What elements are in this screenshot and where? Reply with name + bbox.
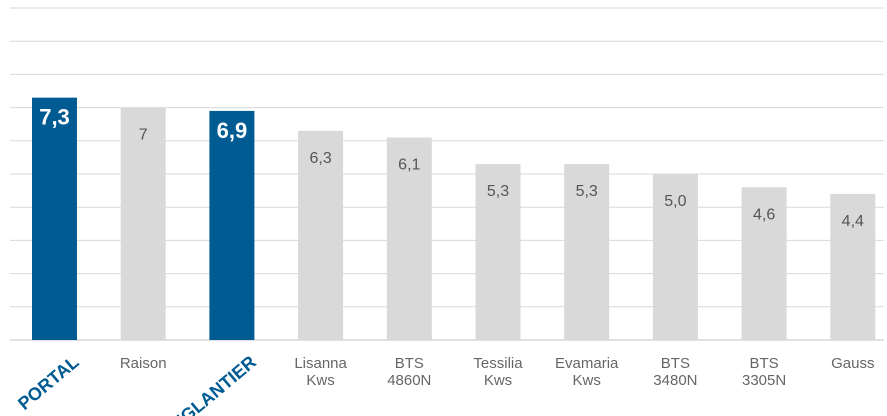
value-label-bts-3480n: 5,0 <box>664 193 686 210</box>
category-label-gauss: Gauss <box>831 355 874 372</box>
value-label-tessilia-kws: 5,3 <box>487 183 509 200</box>
bar-raison <box>120 107 166 340</box>
category-label-bts-4860n: BTS 4860N <box>387 355 431 389</box>
category-label-lisanna-kws: Lisanna Kws <box>294 355 347 389</box>
category-label-evamaria-kws: Evamaria Kws <box>555 355 619 389</box>
bar-tessilia-kws <box>475 164 521 340</box>
bar-gauss <box>830 193 876 340</box>
category-label-bts-3480n: BTS 3480N <box>653 355 697 389</box>
value-label-raison: 7 <box>139 127 148 144</box>
bar-bts-4860n <box>386 137 432 340</box>
value-labels: 7,3 7 6,9 6,3 6,1 5,3 5,3 5,0 4,6 4,4 <box>39 105 864 230</box>
bar-lisanna-kws <box>298 130 344 340</box>
category-label-raison: Raison <box>120 355 167 372</box>
value-label-gauss: 4,4 <box>842 213 864 230</box>
bar-evamaria-kws <box>564 164 610 340</box>
bars <box>32 97 876 340</box>
value-label-eglantier: 6,9 <box>217 118 248 143</box>
category-label-tessilia-kws: Tessilia Kws <box>473 355 523 389</box>
value-label-bts-4860n: 6,1 <box>398 156 420 173</box>
bar-eglantier <box>209 110 255 340</box>
category-label-portal: PORTAL <box>14 352 83 414</box>
value-label-bts-3305n: 4,6 <box>753 206 775 223</box>
bar-bts-3480n <box>652 174 698 340</box>
category-label-eglantier: EGLANTIER <box>167 352 260 416</box>
bar-portal <box>32 97 77 340</box>
bar-bts-3305n <box>741 187 787 340</box>
value-label-lisanna-kws: 6,3 <box>309 150 331 167</box>
category-label-bts-3305n: BTS 3305N <box>742 355 786 389</box>
category-labels: PORTAL Raison EGLANTIER Lisanna Kws BTS 4860N T… <box>14 352 874 416</box>
value-label-evamaria-kws: 5,3 <box>576 183 598 200</box>
value-label-portal: 7,3 <box>39 105 70 130</box>
